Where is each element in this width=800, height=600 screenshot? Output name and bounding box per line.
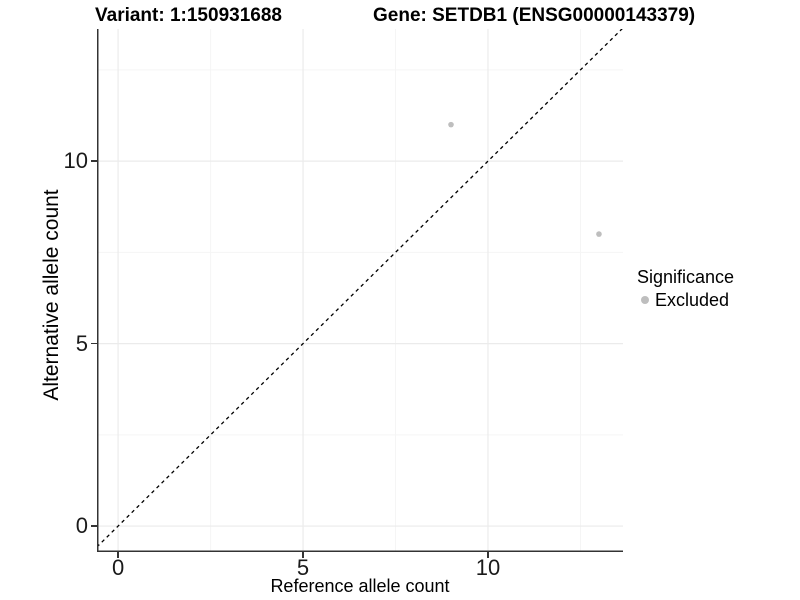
- y-tick-label: 10: [63, 148, 88, 174]
- x-tick-mark: [302, 552, 304, 558]
- legend-item: Excluded: [637, 289, 734, 311]
- x-tick-label: 0: [111, 555, 125, 580]
- y-tick-mark: [91, 342, 97, 345]
- y-tick-label: 0: [75, 513, 88, 539]
- plot-title-gene: Gene: SETDB1 (ENSG00000143379): [373, 5, 696, 26]
- plot-panel: [97, 29, 623, 552]
- y-tick-label: 5: [75, 330, 88, 356]
- legend: Significance Excluded: [637, 266, 734, 311]
- x-tick-label: 10: [475, 555, 501, 580]
- x-tick-mark: [117, 552, 119, 558]
- y-tick-mark: [91, 525, 97, 527]
- x-axis-title: Reference allele count: [270, 576, 450, 596]
- identity-line: [97, 29, 623, 548]
- data-point: [596, 231, 602, 237]
- data-point: [448, 121, 454, 128]
- x-tick-label: 5: [296, 555, 310, 580]
- legend-point-icon: [641, 296, 649, 304]
- y-axis-title: Alternative allele count: [40, 189, 63, 401]
- legend-items: Excluded: [637, 289, 734, 311]
- plot-title-variant: Variant: 1:150931688: [95, 5, 282, 26]
- scatter-plot-canvas: [97, 29, 623, 552]
- x-tick-mark: [487, 552, 489, 558]
- legend-item-label: Excluded: [655, 290, 730, 310]
- y-tick-mark: [91, 160, 97, 162]
- legend-title: Significance: [637, 267, 735, 287]
